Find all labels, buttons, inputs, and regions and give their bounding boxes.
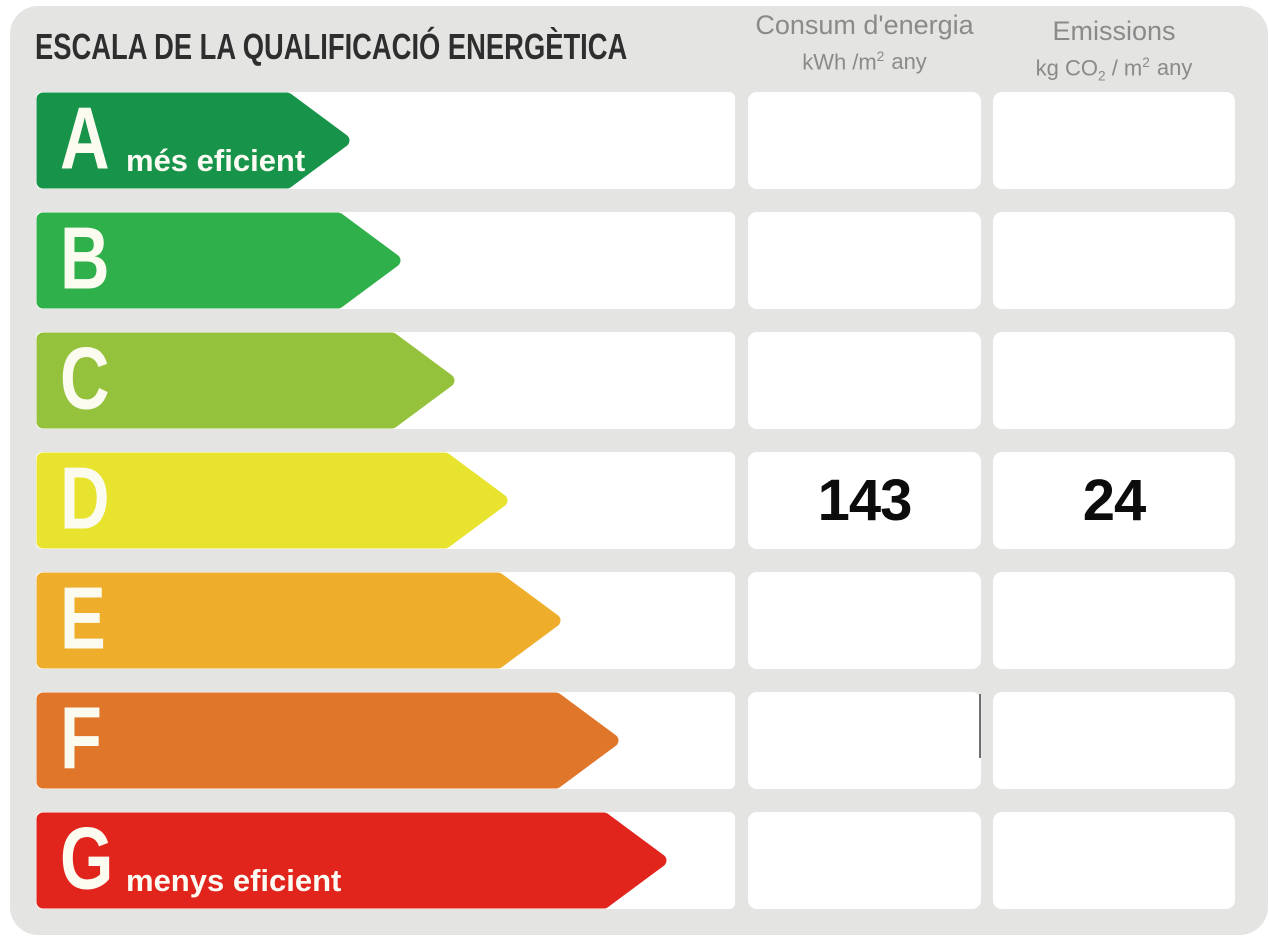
- rating-row-F: F: [0, 692, 1269, 789]
- emissions-value-cell: [993, 332, 1235, 429]
- emissions-column-unit: kg CO2 / m2 any: [1035, 55, 1193, 84]
- arrow-shape: [36, 92, 350, 189]
- rating-row-B: B: [0, 212, 1269, 309]
- rating-row-A: A més eficient: [0, 92, 1269, 189]
- rating-row-D: 143 24 D: [0, 452, 1269, 549]
- emissions-value-cell: [993, 692, 1235, 789]
- grade-letter: G: [60, 807, 114, 907]
- grade-letter: A: [60, 87, 110, 187]
- rating-row-E: E: [0, 572, 1269, 669]
- grade-arrow: A més eficient: [36, 92, 351, 189]
- grade-arrow: E: [36, 572, 562, 669]
- emissions-value-cell: [993, 812, 1235, 909]
- grade-caption: més eficient: [126, 143, 306, 178]
- grade-arrow: B: [36, 212, 402, 309]
- grade-arrow: F: [36, 692, 620, 789]
- consum-value-cell: [748, 572, 981, 669]
- consum-value-cell: [748, 92, 981, 189]
- rating-row-G: G menys eficient: [0, 812, 1269, 909]
- consum-value-cell: [748, 212, 981, 309]
- grade-caption: menys eficient: [126, 863, 342, 898]
- emissions-column-name: Emissions: [1052, 16, 1176, 46]
- grade-arrow: G menys eficient: [36, 812, 668, 909]
- consum-value-cell: 143: [748, 452, 981, 549]
- consum-value: 143: [817, 468, 913, 533]
- emissions-value-cell: [993, 572, 1235, 669]
- emissions-value: 24: [1082, 468, 1147, 533]
- consum-value-cell: [748, 332, 981, 429]
- emissions-value-cell: 24: [993, 452, 1235, 549]
- emissions-value-cell: [993, 212, 1235, 309]
- grade-letter: C: [60, 327, 110, 427]
- consum-value-cell: [748, 692, 981, 789]
- grade-letter: E: [60, 567, 106, 667]
- grade-arrow: C: [36, 332, 456, 429]
- page-title: ESCALA DE LA QUALIFICACIÓ ENERGÈTICA: [35, 26, 628, 67]
- arrow-shape: [36, 692, 619, 789]
- emissions-value-cell: [993, 92, 1235, 189]
- grade-letter: B: [60, 207, 110, 307]
- column-header-consum: Consum d'energia kWh /m2 any: [748, 8, 981, 77]
- grade-letter: D: [60, 447, 110, 547]
- arrow-shape: [36, 572, 561, 669]
- arrow-shape: [36, 332, 455, 429]
- column-header-emissions: Emissions kg CO2 / m2 any: [993, 14, 1235, 92]
- arrow-shape: [36, 452, 508, 549]
- arrow-shape: [36, 812, 667, 909]
- consum-column-unit: kWh /m2 any: [802, 49, 927, 75]
- grade-letter: F: [60, 687, 102, 787]
- arrow-shape: [36, 212, 401, 309]
- grade-arrow: D: [36, 452, 509, 549]
- consum-value-cell: [748, 812, 981, 909]
- consum-column-name: Consum d'energia: [755, 10, 974, 40]
- stray-line-artifact: [979, 694, 981, 758]
- rating-row-C: C: [0, 332, 1269, 429]
